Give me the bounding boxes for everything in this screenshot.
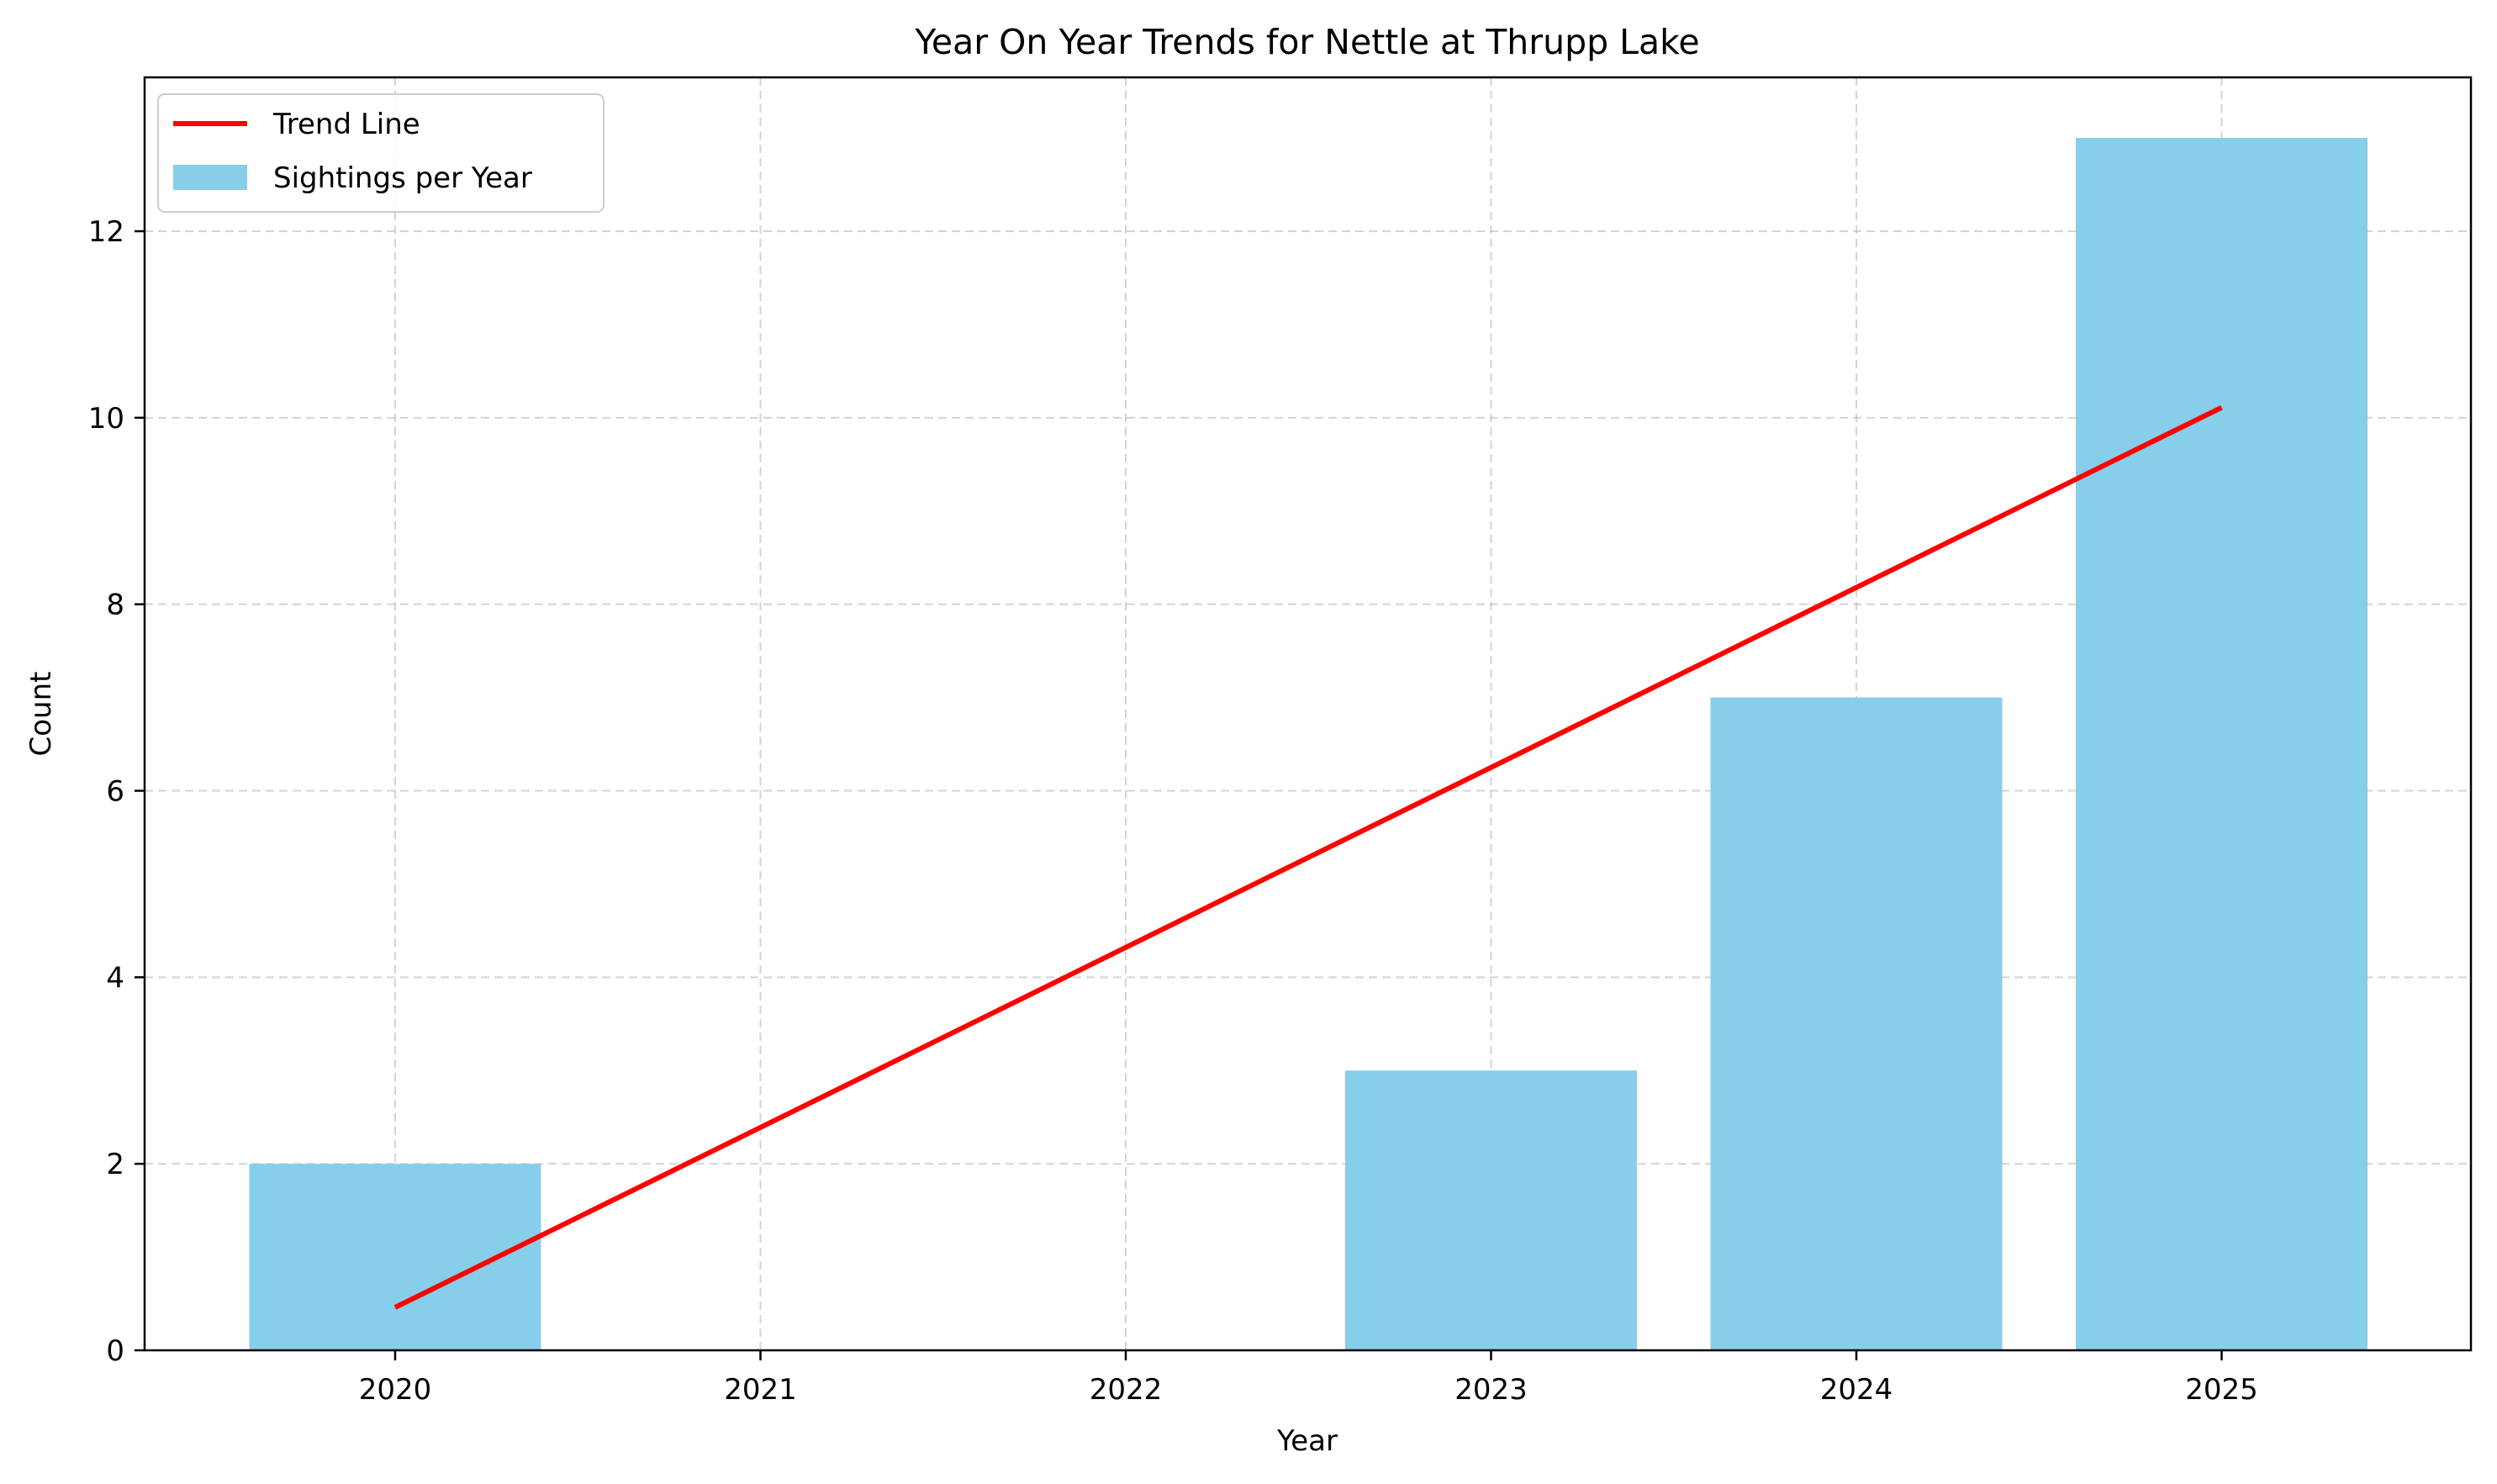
bar-2024 bbox=[1710, 697, 2003, 1350]
legend-box bbox=[157, 93, 604, 213]
y-axis-label: Count bbox=[24, 672, 58, 757]
x-tick-label-2020: 2020 bbox=[359, 1373, 432, 1407]
x-axis: 2020 2021 2022 2023 2024 2025 bbox=[359, 1350, 2258, 1407]
trend-line-layer bbox=[393, 404, 2223, 1310]
legend: Trend Line Sightings per Year bbox=[157, 93, 604, 213]
x-tick-label-2024: 2024 bbox=[1820, 1373, 1893, 1407]
y-axis: 0 2 4 6 8 10 12 bbox=[88, 215, 145, 1368]
x-tick-label-2022: 2022 bbox=[1090, 1373, 1163, 1407]
y-tick-label-10: 10 bbox=[88, 402, 124, 436]
x-tick-label-2021: 2021 bbox=[724, 1373, 797, 1407]
bars bbox=[249, 138, 2368, 1351]
legend-trend-line-label: Trend Line bbox=[272, 108, 420, 141]
chart-title: Year On Year Trends for Nettle at Thrupp… bbox=[914, 22, 1699, 62]
x-tick-label-2025: 2025 bbox=[2185, 1373, 2258, 1407]
legend-bar-label: Sightings per Year bbox=[273, 161, 532, 195]
y-tick-label-12: 12 bbox=[88, 215, 124, 249]
bar-2023 bbox=[1345, 1070, 1637, 1350]
plot-frame bbox=[143, 76, 2473, 1352]
y-tick-label-0: 0 bbox=[106, 1334, 124, 1368]
y-tick-label-8: 8 bbox=[106, 589, 124, 622]
y-tick-label-6: 6 bbox=[106, 775, 124, 809]
bar-2025 bbox=[2076, 138, 2368, 1351]
y-tick-label-2: 2 bbox=[106, 1148, 124, 1181]
x-tick-label-2023: 2023 bbox=[1454, 1373, 1528, 1407]
legend-bar-swatch bbox=[173, 165, 247, 190]
x-axis-label: Year bbox=[1276, 1424, 1338, 1458]
y-tick-label-4: 4 bbox=[106, 961, 124, 995]
trend-line bbox=[393, 404, 2223, 1310]
